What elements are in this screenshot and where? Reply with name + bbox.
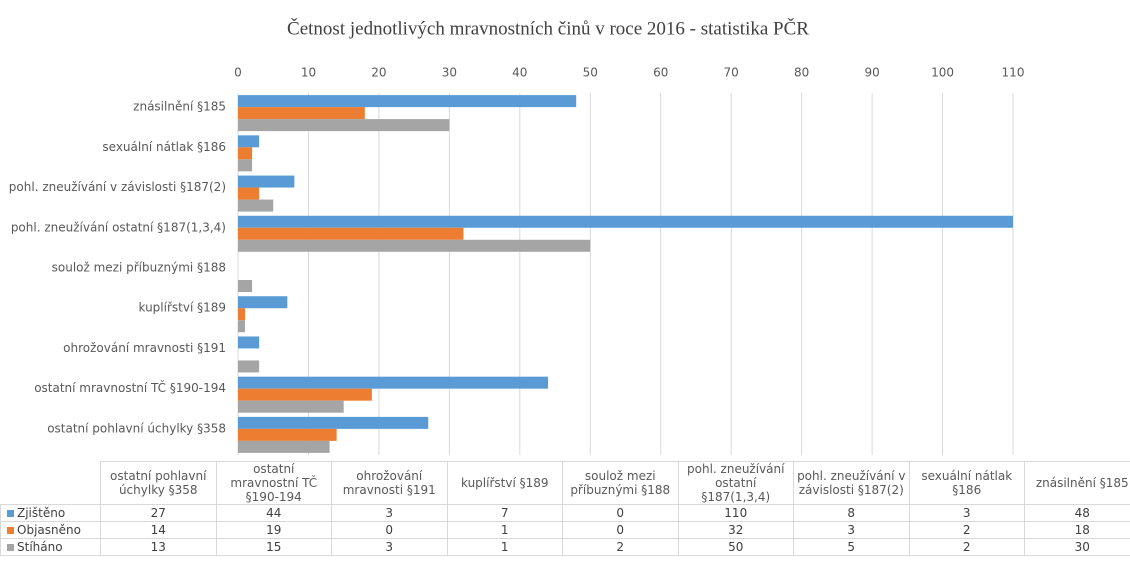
plot: Četnost jednotlivých mravnostních činů v… xyxy=(9,17,1025,455)
table-header: sexuální nátlak §186 xyxy=(908,461,1025,505)
table-value: 44 xyxy=(215,504,332,522)
table-value: 3 xyxy=(908,504,1025,522)
table-value: 0 xyxy=(331,521,448,539)
table-value: 13 xyxy=(100,538,217,556)
bar xyxy=(238,336,260,349)
y-tick-label: pohl. zneužívání v závislosti §187(2) xyxy=(9,180,226,194)
bar xyxy=(238,388,372,401)
y-tick-label: soulož mezi příbuznými §188 xyxy=(52,261,226,275)
table-value: 3 xyxy=(793,521,910,539)
table-value: 7 xyxy=(446,504,563,522)
table-value: 32 xyxy=(677,521,794,539)
bar xyxy=(238,187,260,200)
x-tick-label: 110 xyxy=(1002,66,1025,80)
y-tick-label: ostatní pohlavní úchylky §358 xyxy=(47,421,226,435)
table-value: 50 xyxy=(677,538,794,556)
table-row: Stíháno 13 15 3 1 2 50 5 2 30 xyxy=(0,538,1130,556)
bar xyxy=(238,119,450,132)
y-tick-label: pohl. zneužívání ostatní §187(1,3,4) xyxy=(11,220,226,234)
y-tick-label: kuplířství §189 xyxy=(138,301,226,315)
x-tick-label: 50 xyxy=(583,66,598,80)
x-tick-label: 20 xyxy=(371,66,386,80)
x-tick-label: 60 xyxy=(653,66,668,80)
bar xyxy=(238,227,464,240)
table-value: 1 xyxy=(446,521,563,539)
table-header: soulož mezi příbuznými §188 xyxy=(562,461,679,505)
bar xyxy=(238,159,253,172)
x-tick-label: 90 xyxy=(864,66,879,80)
legend-key xyxy=(7,510,14,517)
row-header: Stíháno xyxy=(0,538,101,556)
table-header: ostatní pohlavní úchylky §358 xyxy=(100,461,217,505)
table-value: 5 xyxy=(793,538,910,556)
bar xyxy=(238,428,337,441)
table-value: 30 xyxy=(1024,538,1130,556)
x-tick-label: 80 xyxy=(794,66,809,80)
y-tick-label: sexuální nátlak §186 xyxy=(102,140,226,154)
row-header: Zjištěno xyxy=(0,504,101,522)
table-value: 0 xyxy=(562,521,679,539)
table-value: 110 xyxy=(677,504,794,522)
table-value: 0 xyxy=(562,504,679,522)
bar xyxy=(238,107,365,120)
x-tick-label: 100 xyxy=(931,66,954,80)
x-tick-label: 0 xyxy=(234,66,242,80)
legend-key xyxy=(7,544,14,551)
bar xyxy=(238,239,591,252)
table-corner xyxy=(0,461,101,505)
bar xyxy=(238,135,260,148)
bar xyxy=(238,175,295,188)
bar xyxy=(238,215,1013,228)
table-value: 18 xyxy=(1024,521,1130,539)
bar xyxy=(238,360,260,373)
table-header: ostatní mravnostní TČ §190-194 xyxy=(215,461,332,505)
legend-label: Objasněno xyxy=(17,523,81,537)
table-value: 8 xyxy=(793,504,910,522)
bar xyxy=(238,440,330,453)
data-table: ostatní pohlavní úchylky §358 ostatní mra… xyxy=(0,461,1130,556)
table-value: 14 xyxy=(100,521,217,539)
bar xyxy=(238,95,577,108)
table-header: pohl. zneužívání v závislosti §187(2) xyxy=(793,461,910,505)
table-value: 2 xyxy=(562,538,679,556)
legend-label: Zjištěno xyxy=(17,506,66,520)
row-header: Objasněno xyxy=(0,521,101,539)
bar xyxy=(238,308,246,321)
table-header: kuplířství §189 xyxy=(446,461,563,505)
table-header: pohl. zneužívání ostatní §187(1,3,4) xyxy=(677,461,794,505)
bar xyxy=(238,147,253,160)
legend-key xyxy=(7,527,14,534)
legend-label: Stíháno xyxy=(17,540,63,554)
table-value: 27 xyxy=(100,504,217,522)
chart-title: Četnost jednotlivých mravnostních činů v… xyxy=(287,17,809,39)
table-header: ohrožování mravnosti §191 xyxy=(331,461,448,505)
x-tick-label: 10 xyxy=(301,66,316,80)
table-value: 1 xyxy=(446,538,563,556)
bar xyxy=(238,280,253,292)
x-tick-label: 30 xyxy=(442,66,457,80)
bar xyxy=(238,376,548,389)
table-value: 48 xyxy=(1024,504,1130,522)
table-value: 15 xyxy=(215,538,332,556)
bar xyxy=(238,416,429,429)
table-value: 3 xyxy=(331,504,448,522)
y-tick-label: ostatní mravnostní TČ §190-194 xyxy=(34,380,226,395)
bar xyxy=(238,199,274,212)
table-header-row: ostatní pohlavní úchylky §358 ostatní mra… xyxy=(0,461,1130,505)
bar xyxy=(238,320,246,333)
x-tick-label: 40 xyxy=(512,66,527,80)
table-value: 2 xyxy=(908,538,1025,556)
table-value: 2 xyxy=(908,521,1025,539)
table-header: znásilnění §185 xyxy=(1024,461,1130,505)
table-row: Objasněno 14 19 0 1 0 32 3 2 18 xyxy=(0,521,1130,539)
x-tick-label: 70 xyxy=(724,66,739,80)
y-tick-label: ohrožování mravnosti §191 xyxy=(63,341,226,355)
table-value: 3 xyxy=(331,538,448,556)
table-value: 19 xyxy=(215,521,332,539)
y-tick-label: znásilnění §185 xyxy=(133,100,226,114)
table-row: Zjištěno 27 44 3 7 0 110 8 3 48 xyxy=(0,504,1130,522)
bar xyxy=(238,400,344,413)
bar xyxy=(238,296,288,309)
